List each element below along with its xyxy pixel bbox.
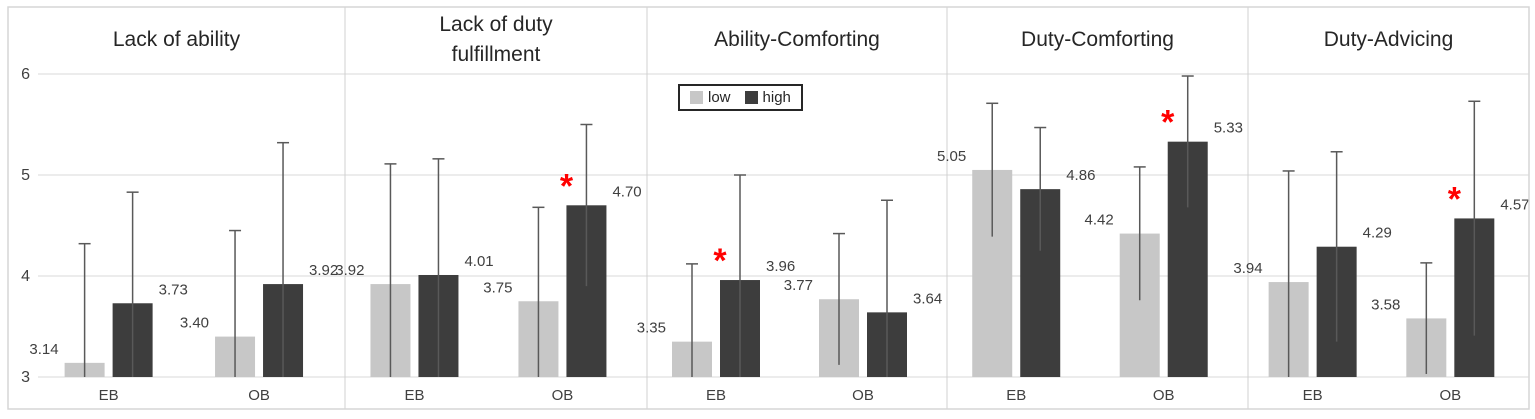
value-label-p1-EB-low: 3.14 <box>29 341 58 358</box>
value-label-p1-EB-high: 3.73 <box>159 281 188 298</box>
value-label-p5-OB-high: 4.57 <box>1500 196 1529 213</box>
value-label-p1-OB-low: 3.40 <box>180 315 209 332</box>
value-label-p2-OB-high: 4.70 <box>612 183 641 200</box>
value-label-p5-EB-high: 4.29 <box>1363 225 1392 242</box>
x-label-Lack-of-duty-fulfillment-EB: EB <box>404 387 424 404</box>
value-label-p5-OB-low: 3.58 <box>1371 296 1400 313</box>
value-label-p4-OB-low: 4.42 <box>1085 212 1114 229</box>
significance-asterisk-p5-OB-high: * <box>1448 180 1462 218</box>
legend-low-swatch <box>690 91 703 104</box>
x-label-Lack-of-duty-fulfillment-OB: OB <box>552 387 574 404</box>
value-label-p4-EB-high: 4.86 <box>1066 167 1095 184</box>
y-tick-label-3: 3 <box>21 369 30 386</box>
significance-asterisk-p4-OB-high: * <box>1161 104 1175 142</box>
value-label-p3-OB-low: 3.77 <box>784 277 813 294</box>
legend-low-label: low <box>708 89 731 106</box>
y-tick-label-4: 4 <box>21 268 30 285</box>
x-label-Ability-Comforting-EB: EB <box>706 387 726 404</box>
x-label-Duty-Comforting-EB: EB <box>1006 387 1026 404</box>
legend-item-low: low <box>690 89 731 106</box>
value-label-p3-OB-high: 3.64 <box>913 290 942 307</box>
x-label-Lack-of-ability-OB: OB <box>248 387 270 404</box>
significance-asterisk-p3-EB-high: * <box>713 242 727 280</box>
value-label-p2-EB-low: 3.92 <box>335 262 364 279</box>
chart-outer-border <box>7 6 1530 410</box>
value-label-p4-OB-high: 5.33 <box>1214 120 1243 137</box>
x-label-Duty-Comforting-OB: OB <box>1153 387 1175 404</box>
value-label-p2-OB-low: 3.75 <box>483 279 512 296</box>
legend-high-label: high <box>762 89 791 106</box>
value-label-p1-OB-high: 3.92 <box>309 262 338 279</box>
legend-item-high: high <box>744 89 791 106</box>
x-label-Lack-of-ability-EB: EB <box>99 387 119 404</box>
value-label-p2-EB-high: 4.01 <box>464 253 493 270</box>
legend-high-swatch <box>744 91 758 104</box>
legend: low high <box>678 84 803 111</box>
value-label-p3-EB-low: 3.35 <box>637 320 666 337</box>
y-tick-label-5: 5 <box>21 167 30 184</box>
value-label-p4-EB-low: 5.05 <box>937 148 966 165</box>
y-tick-label-6: 6 <box>21 66 30 83</box>
value-label-p3-EB-high: 3.96 <box>766 258 795 275</box>
x-label-Ability-Comforting-OB: OB <box>852 387 874 404</box>
x-label-Duty-Advicing-OB: OB <box>1439 387 1461 404</box>
value-label-p5-EB-low: 3.94 <box>1233 260 1262 277</box>
x-label-Duty-Advicing-EB: EB <box>1303 387 1323 404</box>
significance-asterisk-p2-OB-high: * <box>560 167 574 205</box>
